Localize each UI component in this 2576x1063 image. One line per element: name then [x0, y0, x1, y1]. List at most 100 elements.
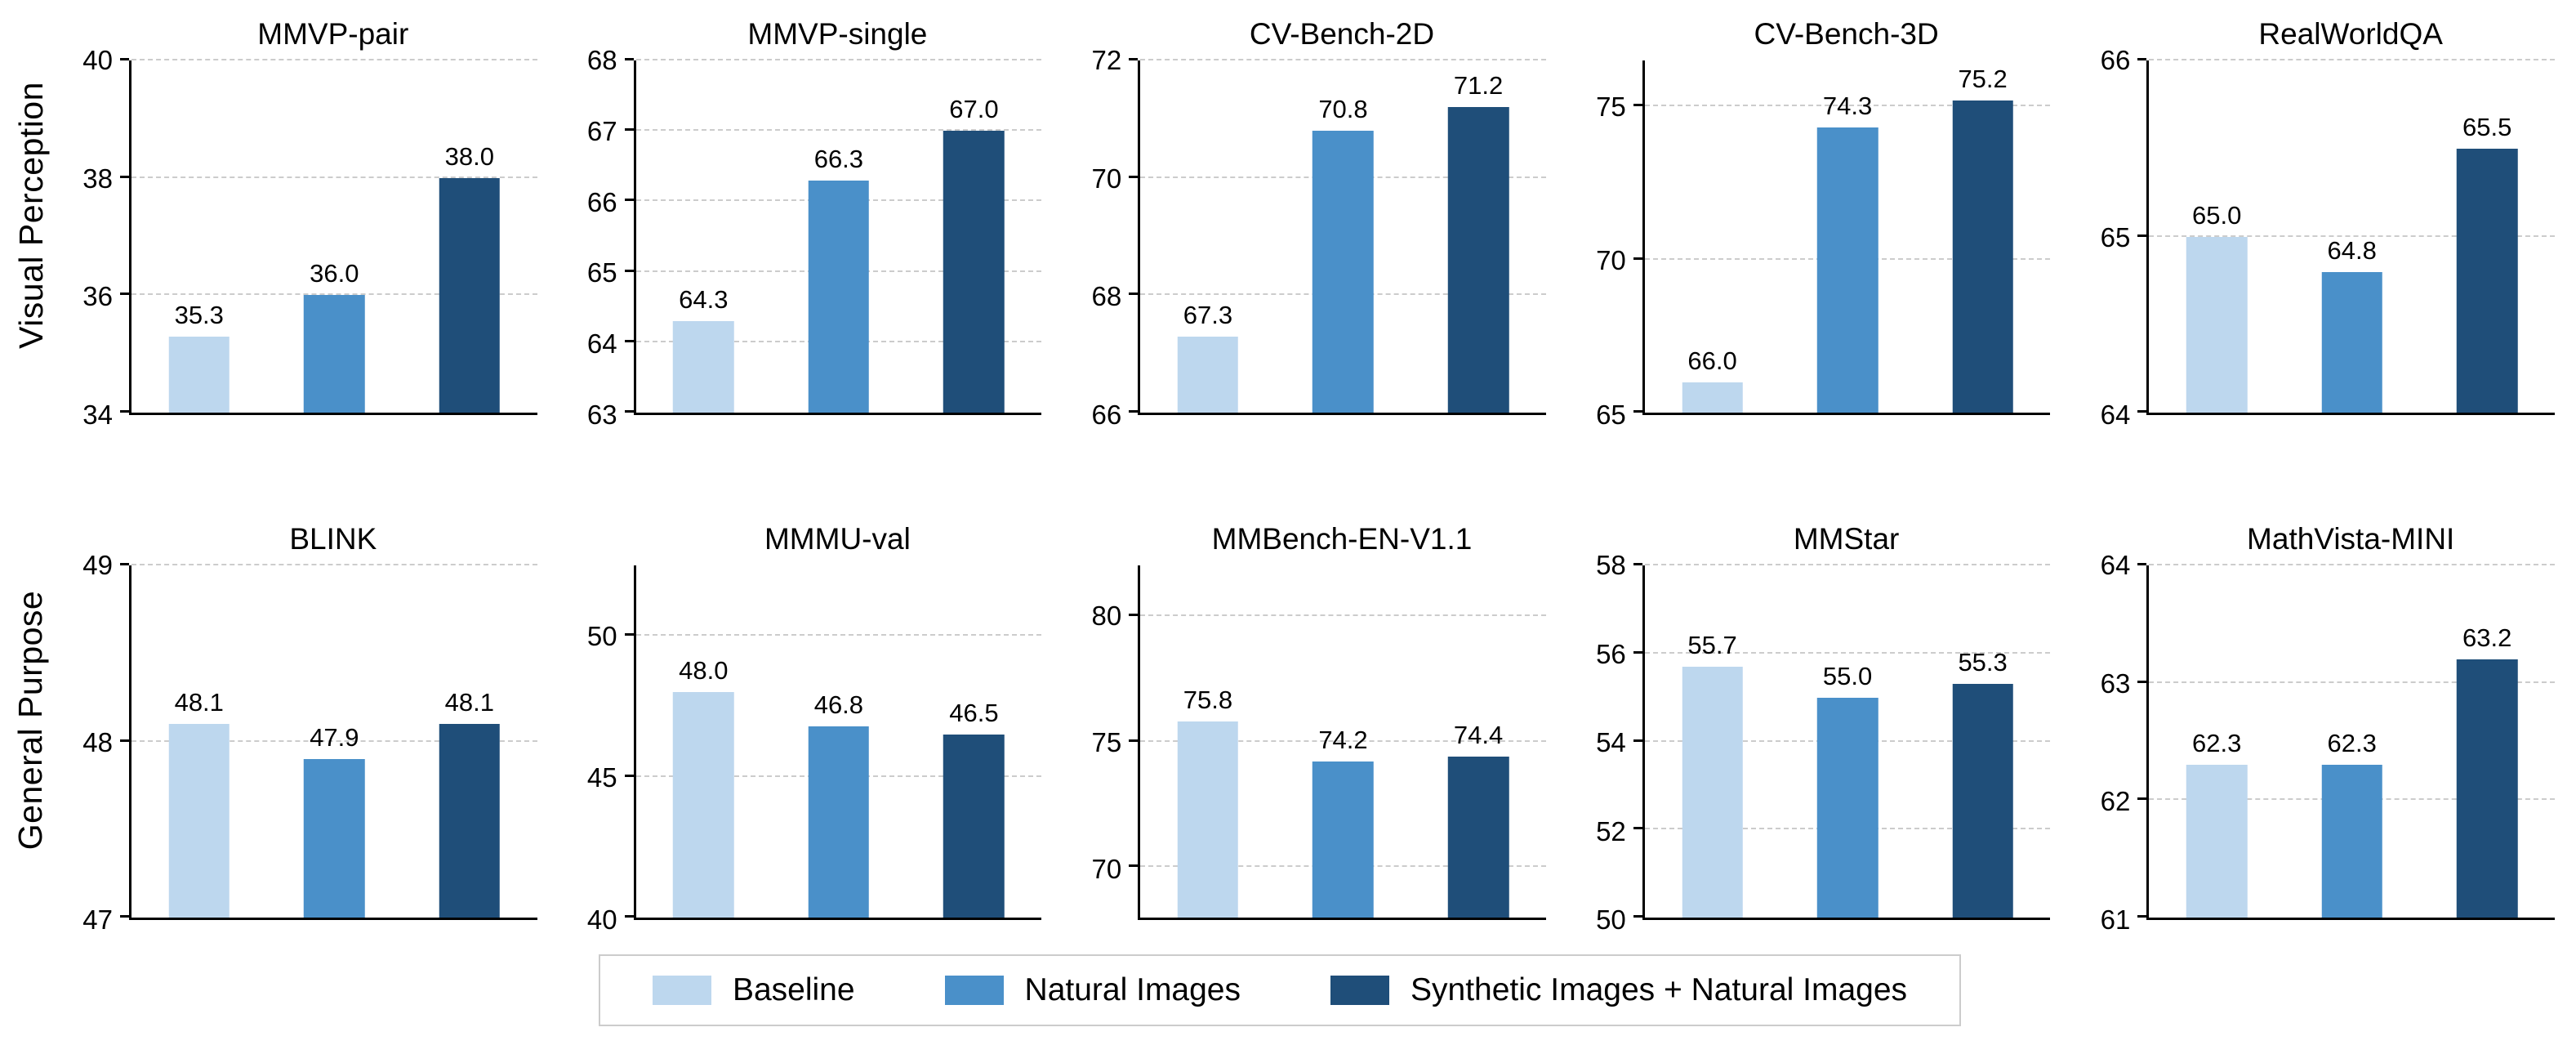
chart-mmbench-en-v1-1: MMBench-EN-V1.1 70 75 80 75.8 74.2 74.4: [1066, 520, 1546, 920]
plot-area: 66.0 74.3 75.2: [1633, 60, 2051, 415]
gridline: [1644, 564, 2051, 565]
gridline: [635, 634, 1042, 636]
bar-natural-images: [1816, 127, 1879, 413]
plot-area: 35.3 36.0 38.0: [120, 58, 537, 415]
legend-item-synthetic-images-natural-images: Synthetic Images + Natural Images: [1330, 972, 1907, 1008]
bar-value-label: 74.4: [1453, 720, 1504, 749]
y-axis: 70 75 80: [1066, 565, 1138, 920]
y-tick-mark: [1129, 410, 1139, 413]
y-tick-mark: [1129, 175, 1139, 178]
y-tick-label: 38: [82, 163, 113, 194]
y-tick-label: 68: [586, 45, 617, 75]
legend-item-natural-images: Natural Images: [944, 972, 1241, 1008]
y-tick-mark: [624, 774, 634, 777]
plot-area: 67.3 70.8 71.2: [1129, 58, 1546, 415]
chart-title-realworldqa: RealWorldQA: [2258, 17, 2443, 51]
chart-realworldqa: RealWorldQA 64 65 66 65.0 64.8 65.5: [2075, 15, 2555, 430]
legend-swatch-baseline: [652, 976, 711, 1005]
y-tick-label: 70: [1091, 163, 1122, 194]
row-label-col: Visual Perception: [5, 15, 57, 415]
chart-title-mathvista-mini: MathVista-MINI: [2247, 522, 2455, 556]
y-tick-label: 72: [1091, 45, 1122, 75]
plot-wrap: 47 48 49 48.1 47.9 48.1: [57, 550, 537, 935]
y-tick-mark: [120, 410, 129, 413]
chart-title-mmmu-val: MMMU-val: [764, 522, 911, 556]
gridline: [2149, 59, 2555, 60]
y-tick-label: 70: [1091, 854, 1122, 884]
y-tick-mark: [1129, 613, 1139, 616]
charts-grid-general-purpose: BLINK 47 48 49 48.1 47.9 48.1 MMMU-val 40 45 50 48.…: [57, 520, 2555, 935]
y-axis: 47 48 49: [57, 550, 129, 935]
y-tick-label: 49: [82, 550, 113, 580]
y-tick-mark: [2137, 915, 2147, 918]
legend-swatch-synthetic-images-natural-images: [1330, 976, 1389, 1005]
plot-area: 64.3 66.3 67.0: [624, 58, 1042, 415]
bar-natural-images: [2321, 765, 2382, 918]
y-tick-mark: [1633, 827, 1642, 830]
y-tick-label: 63: [586, 400, 617, 430]
y-tick-label: 64: [586, 328, 617, 360]
chart-blink: BLINK 47 48 49 48.1 47.9 48.1: [57, 520, 537, 935]
gridline: [131, 739, 537, 742]
y-tick-label: 66: [586, 186, 617, 217]
y-axis: 63 64 65 66 67 68: [562, 45, 634, 430]
bar-value-label: 48.1: [444, 687, 494, 717]
chart-title-cv-bench-2d: CV-Bench-2D: [1249, 17, 1435, 51]
plot-wrap: 61 62 63 64 62.3 62.3 63.2: [2075, 550, 2555, 935]
bar-natural-images: [808, 726, 870, 918]
gridline: [1140, 59, 1546, 60]
bar-value-label: 46.8: [813, 690, 864, 719]
bar-synthetic-images-natural-images: [1447, 756, 1509, 918]
y-tick-label: 80: [1091, 601, 1122, 631]
bar-synthetic-images-natural-images: [439, 723, 501, 918]
y-tick-mark: [624, 633, 634, 636]
bar-natural-images: [1816, 697, 1879, 918]
bar-value-label: 63.2: [2462, 623, 2512, 652]
plot-area: 48.0 46.8 46.5: [624, 565, 1042, 920]
bar-baseline: [2186, 765, 2248, 918]
y-tick-mark: [1633, 915, 1642, 918]
bar-baseline: [1177, 721, 1239, 918]
legend-label: Baseline: [732, 972, 855, 1007]
chart-title-mmvp-pair: MMVP-pair: [257, 17, 409, 51]
y-tick-label: 36: [82, 281, 113, 312]
y-tick-label: 62: [2100, 786, 2131, 817]
chart-title-cv-bench-3d: CV-Bench-3D: [1754, 17, 1939, 51]
legend-label: Synthetic Images + Natural Images: [1411, 972, 1908, 1007]
bar-value-label: 46.5: [949, 698, 999, 727]
bar-value-label: 48.0: [679, 656, 729, 686]
bar-baseline: [2186, 236, 2248, 413]
y-tick-mark: [1129, 864, 1139, 868]
bar-value-label: 55.7: [1687, 630, 1737, 659]
y-tick-label: 67: [586, 115, 617, 146]
gridline: [2149, 564, 2555, 565]
gridline: [635, 59, 1042, 60]
y-tick-label: 45: [586, 762, 617, 793]
y-tick-label: 56: [1596, 638, 1626, 669]
bar-synthetic-images-natural-images: [1952, 684, 2013, 918]
y-tick-mark: [624, 269, 634, 272]
chart-mmvp-single: MMVP-single 63 64 65 66 67 68 64.3 66.3 67.0: [562, 15, 1042, 430]
bar-value-label: 74.3: [1822, 92, 1873, 121]
y-tick-mark: [1633, 410, 1642, 413]
y-tick-mark: [624, 915, 634, 918]
gridline: [1644, 651, 2051, 654]
y-axis: 50 52 54 56 58: [1571, 550, 1642, 935]
bar-synthetic-images-natural-images: [943, 734, 1005, 918]
chart-cv-bench-2d: CV-Bench-2D 66 68 70 72 67.3 70.8 71.2: [1066, 15, 1546, 430]
bar-synthetic-images-natural-images: [439, 177, 501, 413]
bar-value-label: 75.2: [1958, 64, 2008, 93]
y-axis: 66 68 70 72: [1066, 45, 1138, 430]
row-label-visual-perception: Visual Perception: [11, 81, 50, 349]
y-tick-mark: [120, 293, 129, 296]
y-axis: 61 62 63 64: [2075, 550, 2146, 935]
y-tick-mark: [120, 915, 129, 918]
y-axis: 65 70 75: [1571, 60, 1642, 430]
gridline: [1140, 739, 1546, 742]
y-tick-label: 65: [1596, 400, 1626, 430]
y-tick-mark: [120, 58, 129, 60]
row-label-general-purpose: General Purpose: [11, 590, 50, 850]
chart-title-mmbench-en-v1-1: MMBench-EN-V1.1: [1211, 522, 1473, 556]
bar-baseline: [673, 320, 734, 413]
chart-cv-bench-3d: CV-Bench-3D 65 70 75 66.0 74.3 75.2: [1571, 15, 2051, 430]
